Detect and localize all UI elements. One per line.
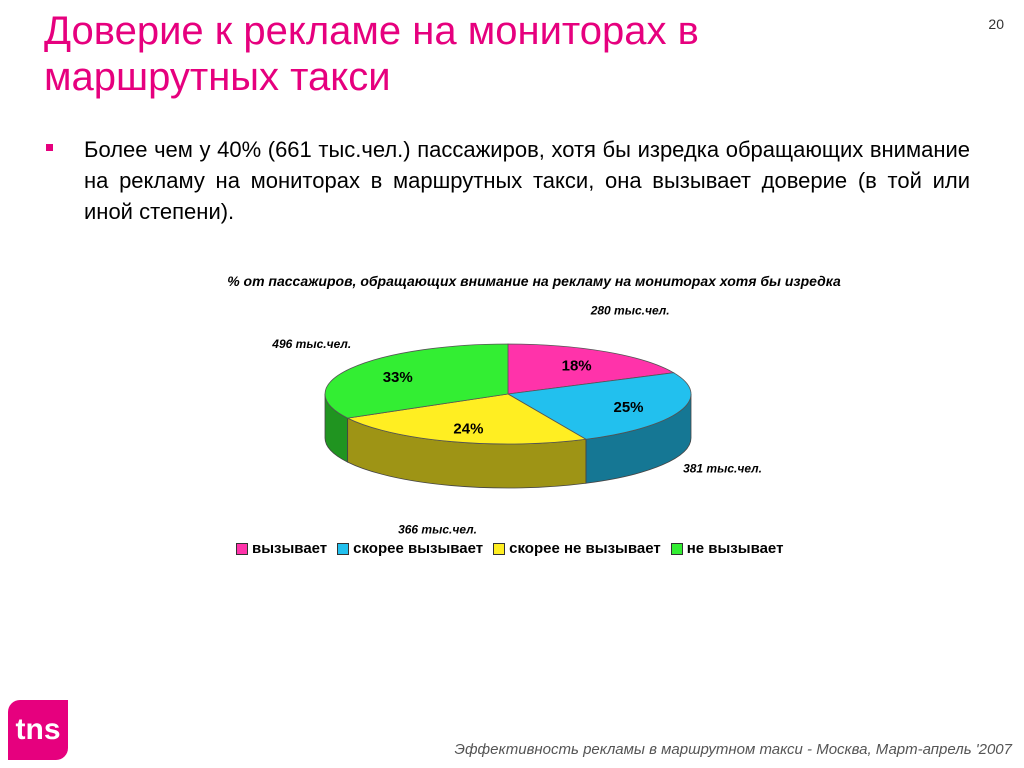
slice-count-label-2: 366 тыс.чел. — [398, 523, 477, 537]
slice-percent-label-3: 33% — [383, 369, 413, 386]
slice-count-label-1: 381 тыс.чел. — [683, 461, 762, 475]
legend-item-3: не вызывает — [670, 540, 784, 557]
bullet-item: Более чем у 40% (661 тыс.чел.) пассажиро… — [44, 134, 970, 227]
tns-logo: tns — [8, 700, 68, 760]
slice-count-label-3: 496 тыс.чел. — [271, 337, 351, 351]
chart-title: % от пассажиров, обращающих внимание на … — [227, 273, 841, 289]
slide-title: Доверие к рекламе на мониторах в маршрут… — [44, 9, 699, 99]
legend-swatch-3 — [670, 542, 683, 555]
chart-legend: вызывает скорее вызывает скорее не вызывае… — [236, 540, 783, 557]
legend-label-3: не вызывает — [686, 540, 784, 557]
legend-label-0: вызывает — [252, 540, 328, 557]
legend-item-0: вызывает — [236, 540, 327, 557]
pie-slice-3 — [324, 343, 509, 419]
legend-label-1: скорее вызывает — [353, 540, 484, 557]
legend-item-1: скорее вызывает — [337, 540, 483, 557]
slice-percent-label-1: 25% — [614, 399, 644, 416]
bullet-square-icon — [46, 144, 53, 151]
footer-text: Эффективность рекламы в маршрутном такси… — [454, 741, 1012, 758]
slice-count-label-0: 280 тыс.чел. — [590, 304, 670, 318]
legend-swatch-1 — [337, 542, 350, 555]
legend-item-2: скорее не вызывает — [493, 540, 661, 557]
bullet-text: Более чем у 40% (661 тыс.чел.) пассажиро… — [84, 137, 970, 224]
legend-swatch-2 — [493, 542, 506, 555]
slice-percent-label-2: 24% — [453, 420, 483, 437]
legend-swatch-0 — [236, 542, 248, 555]
pie-slice-0 — [507, 343, 675, 395]
pie-slice-2 — [346, 393, 588, 445]
slice-percent-label-0: 18% — [562, 357, 592, 374]
legend-label-2: скорее не вызывает — [509, 540, 661, 557]
page-number: 20 — [988, 16, 1004, 32]
pie-slice-1 — [506, 372, 692, 440]
